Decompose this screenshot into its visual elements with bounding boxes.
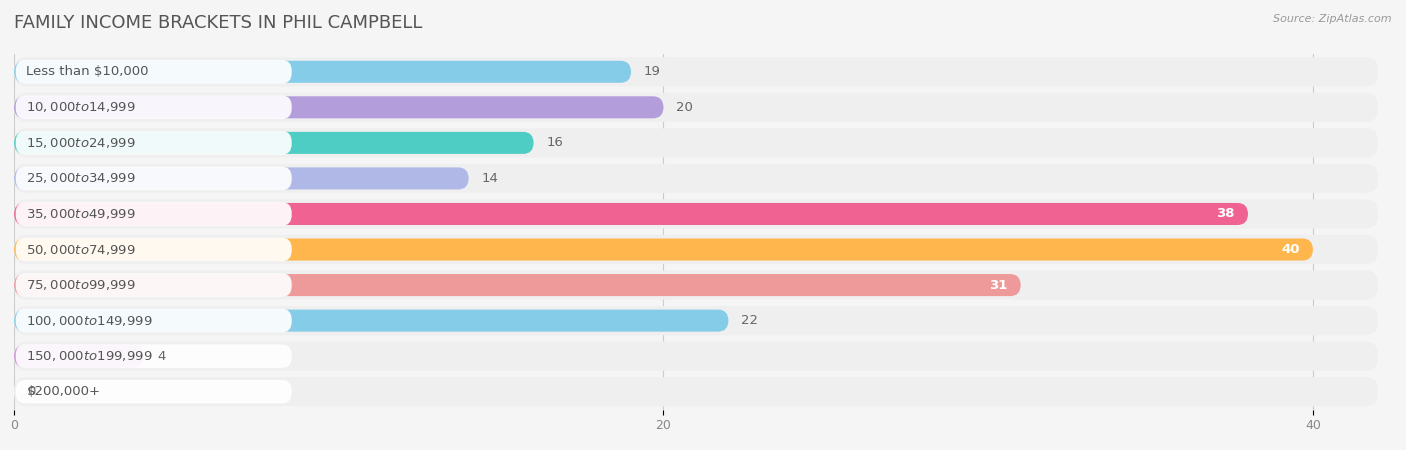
FancyBboxPatch shape xyxy=(14,345,143,367)
FancyBboxPatch shape xyxy=(14,377,1378,406)
FancyBboxPatch shape xyxy=(14,164,1378,193)
Text: $25,000 to $34,999: $25,000 to $34,999 xyxy=(27,171,136,185)
Text: $100,000 to $149,999: $100,000 to $149,999 xyxy=(27,314,153,328)
Text: 22: 22 xyxy=(741,314,758,327)
FancyBboxPatch shape xyxy=(15,273,291,297)
Text: FAMILY INCOME BRACKETS IN PHIL CAMPBELL: FAMILY INCOME BRACKETS IN PHIL CAMPBELL xyxy=(14,14,422,32)
Text: 16: 16 xyxy=(547,136,564,149)
FancyBboxPatch shape xyxy=(15,95,291,119)
FancyBboxPatch shape xyxy=(15,309,291,333)
FancyBboxPatch shape xyxy=(15,380,291,404)
Text: 40: 40 xyxy=(1281,243,1301,256)
Text: 31: 31 xyxy=(990,279,1008,292)
FancyBboxPatch shape xyxy=(14,238,1313,261)
FancyBboxPatch shape xyxy=(14,57,1378,86)
FancyBboxPatch shape xyxy=(14,93,1378,122)
Text: 4: 4 xyxy=(157,350,166,363)
Text: $15,000 to $24,999: $15,000 to $24,999 xyxy=(27,136,136,150)
FancyBboxPatch shape xyxy=(14,132,534,154)
Text: 38: 38 xyxy=(1216,207,1234,220)
FancyBboxPatch shape xyxy=(14,199,1378,229)
Text: 0: 0 xyxy=(27,385,35,398)
Text: $50,000 to $74,999: $50,000 to $74,999 xyxy=(27,243,136,256)
FancyBboxPatch shape xyxy=(14,203,1249,225)
FancyBboxPatch shape xyxy=(15,344,291,368)
Text: 14: 14 xyxy=(482,172,499,185)
FancyBboxPatch shape xyxy=(14,235,1378,264)
FancyBboxPatch shape xyxy=(15,238,291,261)
FancyBboxPatch shape xyxy=(15,166,291,190)
FancyBboxPatch shape xyxy=(14,274,1021,296)
FancyBboxPatch shape xyxy=(14,61,631,83)
Text: 20: 20 xyxy=(676,101,693,114)
Text: $35,000 to $49,999: $35,000 to $49,999 xyxy=(27,207,136,221)
FancyBboxPatch shape xyxy=(14,167,468,189)
FancyBboxPatch shape xyxy=(14,310,728,332)
FancyBboxPatch shape xyxy=(14,96,664,118)
FancyBboxPatch shape xyxy=(14,306,1378,335)
Text: $200,000+: $200,000+ xyxy=(27,385,100,398)
Text: $150,000 to $199,999: $150,000 to $199,999 xyxy=(27,349,153,363)
Text: Source: ZipAtlas.com: Source: ZipAtlas.com xyxy=(1274,14,1392,23)
Text: 19: 19 xyxy=(644,65,661,78)
FancyBboxPatch shape xyxy=(14,270,1378,300)
Text: $10,000 to $14,999: $10,000 to $14,999 xyxy=(27,100,136,114)
Text: Less than $10,000: Less than $10,000 xyxy=(27,65,149,78)
FancyBboxPatch shape xyxy=(15,131,291,155)
FancyBboxPatch shape xyxy=(15,60,291,84)
FancyBboxPatch shape xyxy=(15,202,291,226)
Text: $75,000 to $99,999: $75,000 to $99,999 xyxy=(27,278,136,292)
FancyBboxPatch shape xyxy=(14,128,1378,158)
FancyBboxPatch shape xyxy=(14,342,1378,371)
